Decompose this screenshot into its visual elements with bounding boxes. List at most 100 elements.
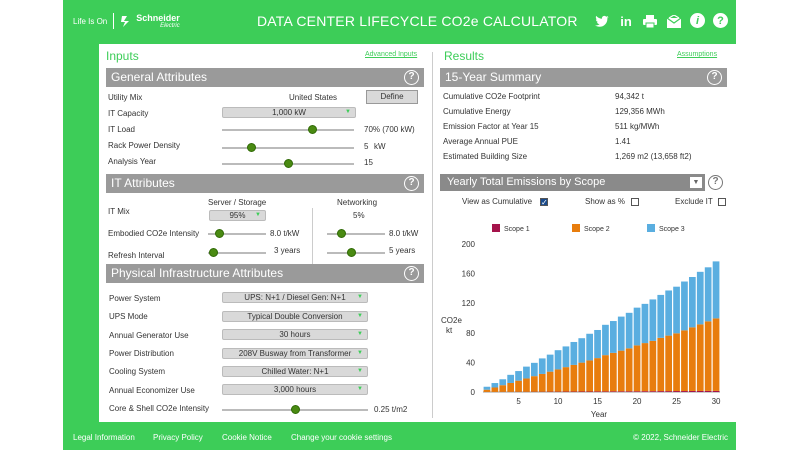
slider-handle[interactable]	[283, 159, 293, 168]
power-system-select[interactable]: UPS: N+1 / Diesel Gen: N+1 ▼	[222, 292, 368, 303]
bar-segment	[483, 389, 491, 392]
bar-segment	[523, 378, 530, 392]
show-percent-checkbox[interactable]	[631, 198, 639, 206]
economizer-use-select[interactable]: 3,000 hours ▼	[222, 384, 368, 395]
y-tick-label: 200	[462, 240, 476, 249]
brand-name: Schneider	[136, 12, 180, 23]
chevron-down-icon: ▼	[357, 294, 363, 300]
core-shell-value: 0.25 t/m2	[374, 405, 408, 414]
it-mix-select[interactable]: 95% ▼	[209, 210, 266, 221]
bar-segment	[681, 281, 688, 331]
footer-link[interactable]: Legal Information	[73, 433, 135, 442]
summary-label: Cumulative Energy	[443, 107, 511, 116]
refresh-server-value: 3 years	[274, 246, 301, 255]
slider-handle[interactable]	[208, 248, 218, 257]
rack-density-slider[interactable]	[222, 143, 354, 153]
bar-segment	[712, 390, 720, 392]
slider-handle[interactable]	[308, 125, 318, 134]
it-load-label: IT Load	[108, 125, 135, 134]
general-attributes-header: General Attributes ?	[106, 68, 424, 87]
rack-density-unit: kW	[374, 142, 386, 151]
generator-use-label: Annual Generator Use	[109, 331, 189, 340]
bar-segment	[657, 294, 665, 338]
physical-attributes-header: Physical Infrastructure Attributes ?	[106, 264, 424, 283]
print-icon[interactable]	[642, 13, 658, 29]
slider-handle[interactable]	[290, 405, 300, 414]
question-icon[interactable]: ?	[708, 175, 723, 190]
chevron-down-icon: ▼	[345, 109, 351, 115]
footer-link[interactable]: Change your cookie settings	[291, 433, 392, 442]
question-icon[interactable]: ?	[404, 266, 419, 281]
bar-segment	[665, 335, 673, 392]
it-capacity-value: 1,000 kW	[272, 108, 306, 117]
slider-handle[interactable]	[246, 143, 256, 152]
it-capacity-select[interactable]: 1,000 kW ▼	[222, 107, 356, 118]
ups-mode-select[interactable]: Typical Double Conversion ▼	[222, 311, 368, 322]
bar-segment	[546, 371, 554, 392]
bar-segment	[696, 271, 704, 325]
it-mix-value: 95%	[229, 211, 246, 220]
inputs-title: Inputs	[106, 49, 139, 63]
power-distribution-select[interactable]: 208V Busway from Transformer ▼	[222, 348, 368, 359]
power-system-value: UPS: N+1 / Diesel Gen: N+1	[244, 293, 346, 302]
advanced-inputs-link[interactable]: Advanced Inputs	[365, 51, 418, 58]
help-icon[interactable]: ?	[713, 13, 728, 28]
logo-separator	[113, 13, 115, 29]
bar-segment	[704, 390, 712, 392]
chart-select[interactable]: Yearly Total Emissions by Scope ▼	[440, 174, 705, 191]
question-icon[interactable]: ?	[707, 70, 722, 85]
chart-select-label: Yearly Total Emissions by Scope	[447, 176, 606, 188]
slider-handle[interactable]	[346, 248, 356, 257]
bar-segment	[633, 307, 641, 346]
refresh-server-slider[interactable]	[208, 248, 266, 258]
bar-segment	[570, 341, 578, 365]
chevron-down-icon: ▼	[690, 177, 702, 188]
bar-segment	[641, 303, 649, 344]
bar-segment	[712, 318, 720, 391]
twitter-icon[interactable]	[594, 13, 610, 29]
analysis-year-slider[interactable]	[222, 159, 354, 169]
main-content: Inputs Advanced Inputs General Attribute…	[99, 44, 736, 422]
view-cumulative-checkbox[interactable]: ✓	[540, 198, 548, 207]
info-icon[interactable]: i	[690, 13, 705, 28]
question-icon[interactable]: ?	[404, 176, 419, 191]
bar-segment	[712, 261, 720, 319]
it-load-slider[interactable]	[222, 125, 354, 135]
slider-handle[interactable]	[215, 229, 225, 238]
footer-link[interactable]: Privacy Policy	[153, 433, 203, 442]
embodied-server-slider[interactable]	[208, 229, 266, 239]
cooling-system-value: Chilled Water: N+1	[261, 367, 329, 376]
bar-segment	[617, 316, 625, 351]
refresh-networking-slider[interactable]	[327, 248, 385, 258]
embodied-networking-slider[interactable]	[327, 229, 385, 239]
question-icon[interactable]: ?	[404, 70, 419, 85]
email-icon[interactable]	[666, 13, 682, 29]
generator-use-select[interactable]: 30 hours ▼	[222, 329, 368, 340]
schneider-logo[interactable]: Life Is On Schneider Electric	[73, 13, 180, 29]
show-percent-label: Show as %	[585, 197, 626, 206]
bar-segment	[523, 366, 530, 379]
bar-segment	[491, 383, 499, 388]
footer-link[interactable]: Cookie Notice	[222, 433, 272, 442]
linkedin-icon[interactable]: in	[620, 13, 632, 29]
bar-segment	[625, 312, 633, 349]
summary-label: Emission Factor at Year 15	[443, 122, 539, 131]
bar-segment	[665, 391, 673, 392]
bar-segment	[491, 387, 499, 392]
power-system-label: Power System	[109, 294, 161, 303]
cooling-system-select[interactable]: Chilled Water: N+1 ▼	[222, 366, 368, 377]
bar-segment	[554, 350, 562, 370]
results-title: Results	[444, 49, 485, 63]
summary-value: 1.41	[615, 137, 631, 146]
bar-segment	[578, 338, 586, 363]
define-button[interactable]: Define	[366, 90, 418, 104]
bar-segment	[609, 321, 617, 353]
app-frame: Life Is On Schneider Electric DATA CENTE…	[63, 0, 736, 450]
exclude-it-checkbox[interactable]	[718, 198, 726, 206]
x-tick-label: 10	[554, 397, 563, 406]
chevron-down-icon: ▼	[357, 313, 363, 319]
y-tick-label: 0	[471, 388, 476, 397]
assumptions-link[interactable]: Assumptions	[677, 51, 718, 58]
slider-handle[interactable]	[336, 229, 346, 238]
core-shell-slider[interactable]	[222, 405, 368, 415]
